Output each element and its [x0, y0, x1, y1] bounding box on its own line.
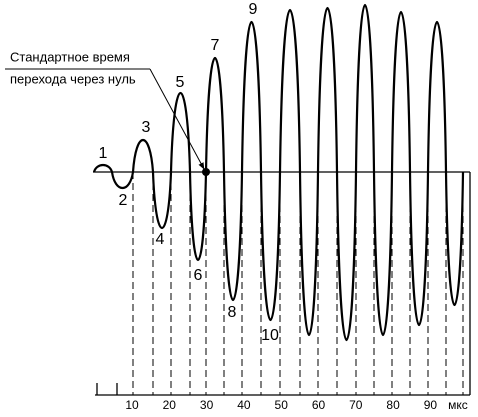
peak-label: 2: [119, 192, 128, 209]
axis-tick-label: 20: [163, 398, 177, 412]
axis-tick-label: 90: [424, 398, 438, 412]
peak-label: 5: [176, 74, 185, 91]
peak-label: 1: [99, 145, 108, 162]
axis-tick-label: 10: [125, 398, 139, 412]
axis-tick-label: 30: [200, 398, 214, 412]
axis-tick-label: 70: [349, 398, 363, 412]
axis-tick-label: 40: [237, 398, 251, 412]
leader-arrow: [149, 68, 205, 170]
peak-label: 6: [194, 267, 203, 284]
peak-label: 9: [249, 1, 258, 18]
annotation-line1: Стандартное время: [10, 49, 130, 64]
axis-tick-label: 60: [312, 398, 326, 412]
peak-label: 4: [156, 231, 165, 248]
peak-label: 10: [261, 327, 279, 344]
peak-label: 8: [228, 304, 237, 321]
axis-tick-label: 80: [386, 398, 400, 412]
peak-label: 7: [211, 37, 220, 54]
axis-tick-label: 50: [275, 398, 289, 412]
axis-unit: мкс: [448, 398, 468, 412]
annotation-line2: перехода через нуль: [10, 71, 136, 86]
frame: [93, 171, 471, 396]
waveform: [92, 3, 465, 342]
zero-cross-dot: [202, 168, 210, 176]
peak-label: 3: [142, 119, 151, 136]
